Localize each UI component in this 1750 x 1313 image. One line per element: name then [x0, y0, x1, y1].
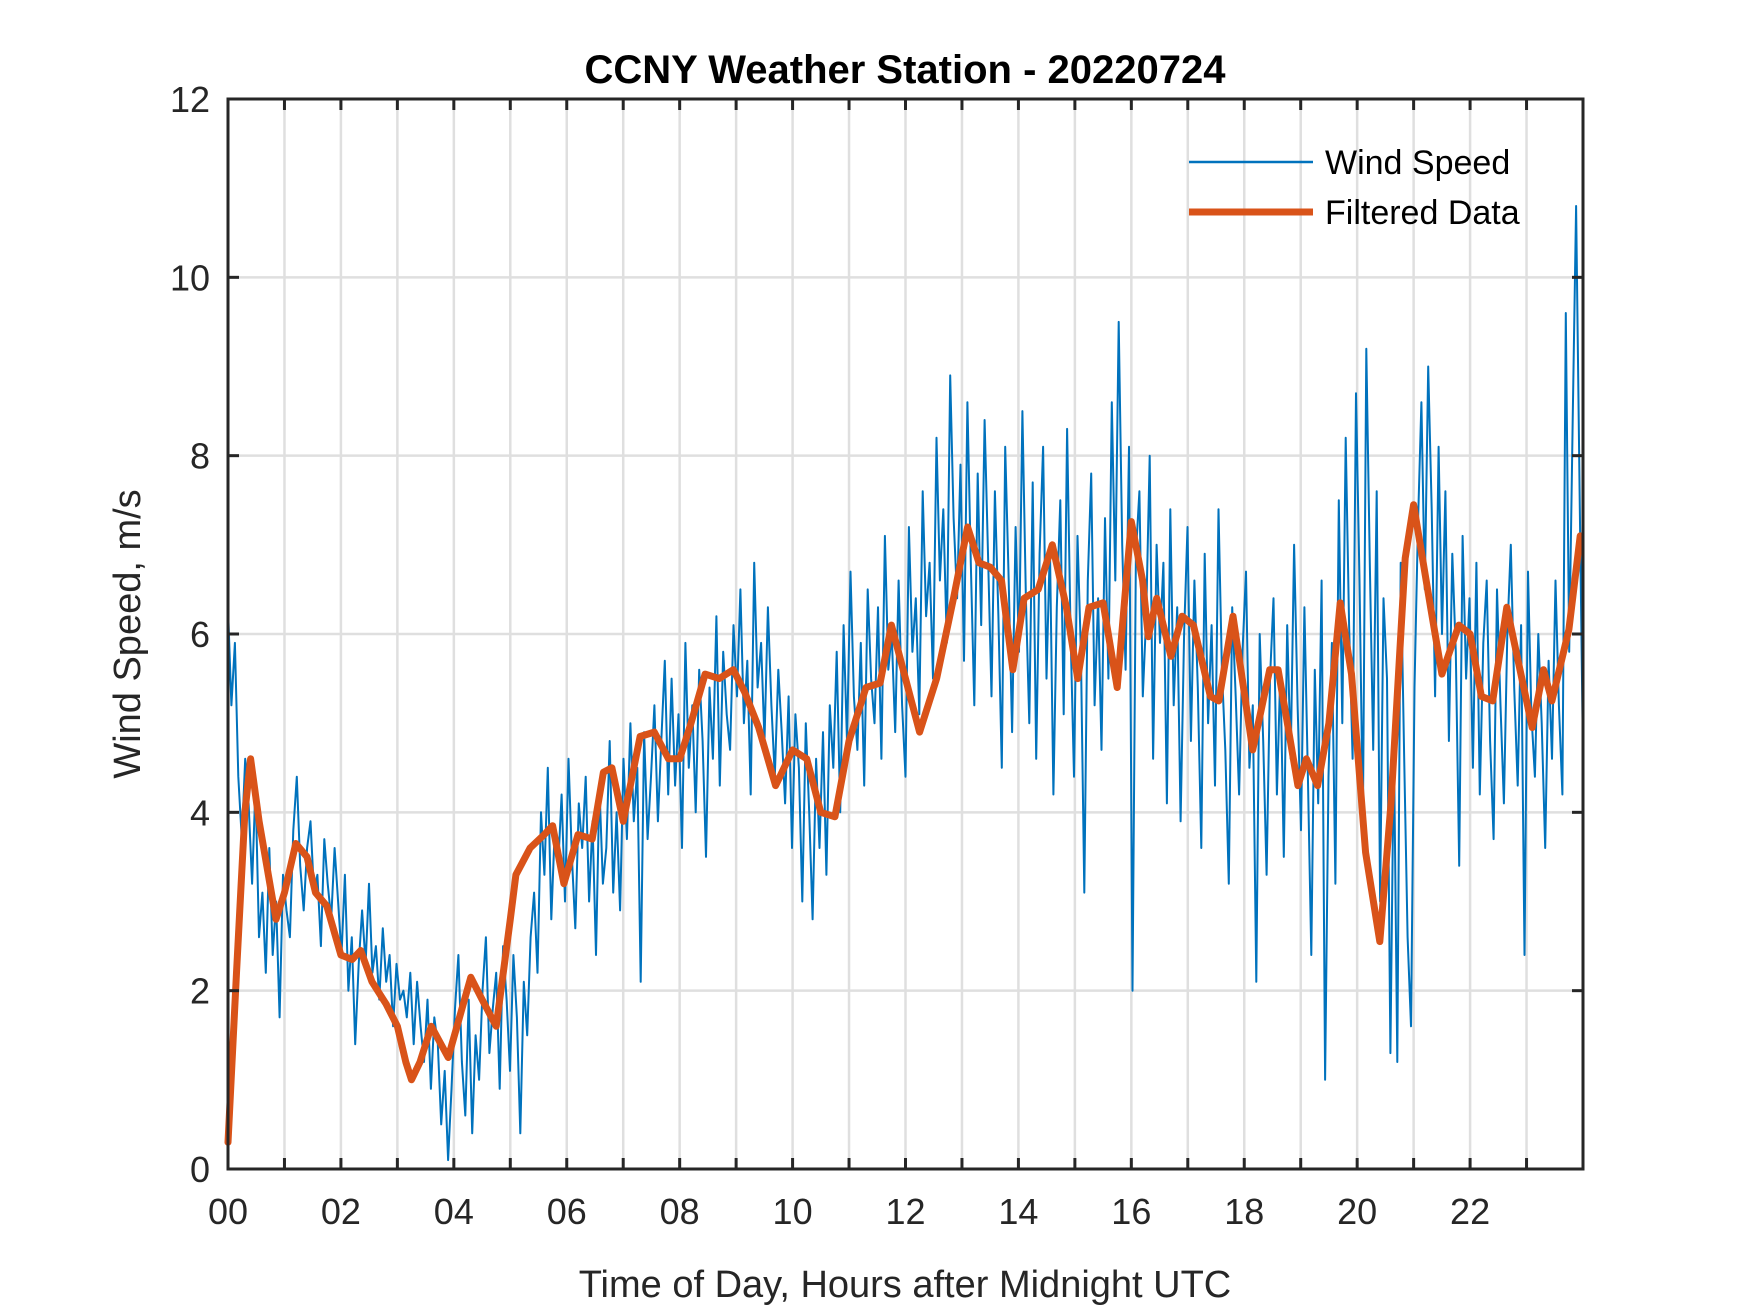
- x-tick-label: 04: [434, 1191, 474, 1232]
- y-tick-label: 12: [170, 79, 210, 120]
- y-tick-label: 8: [190, 436, 210, 477]
- x-tick-label: 22: [1450, 1191, 1490, 1232]
- x-tick-label: 10: [773, 1191, 813, 1232]
- y-tick-label: 0: [190, 1149, 210, 1190]
- y-tick-label: 6: [190, 614, 210, 655]
- y-axis-label: Wind Speed, m/s: [107, 489, 149, 778]
- filtered-data-line: [224, 501, 1584, 1146]
- x-tick-label: 00: [208, 1191, 248, 1232]
- x-tick-label: 18: [1224, 1191, 1264, 1232]
- x-tick-label: 08: [660, 1191, 700, 1232]
- legend-label-filtered-data: Filtered Data: [1325, 194, 1520, 232]
- y-tick-label: 2: [190, 971, 210, 1012]
- y-tick-label: 4: [190, 792, 210, 833]
- x-tick-label: 14: [998, 1191, 1038, 1232]
- chart-title: CCNY Weather Station - 20220724: [585, 48, 1227, 92]
- legend: Wind Speed Filtered Data: [1189, 144, 1520, 232]
- grid-layer: [228, 99, 1583, 1169]
- y-tick-label: 10: [170, 257, 210, 298]
- x-tick-label: 12: [885, 1191, 925, 1232]
- x-tick-label: 02: [321, 1191, 361, 1232]
- x-tick-label: 20: [1337, 1191, 1377, 1232]
- legend-label-wind-speed: Wind Speed: [1325, 144, 1510, 182]
- x-axis-label: Time of Day, Hours after Midnight UTC: [579, 1264, 1232, 1306]
- x-tick-label: 16: [1111, 1191, 1151, 1232]
- series-layer: [224, 205, 1584, 1162]
- x-tick-label: 06: [547, 1191, 587, 1232]
